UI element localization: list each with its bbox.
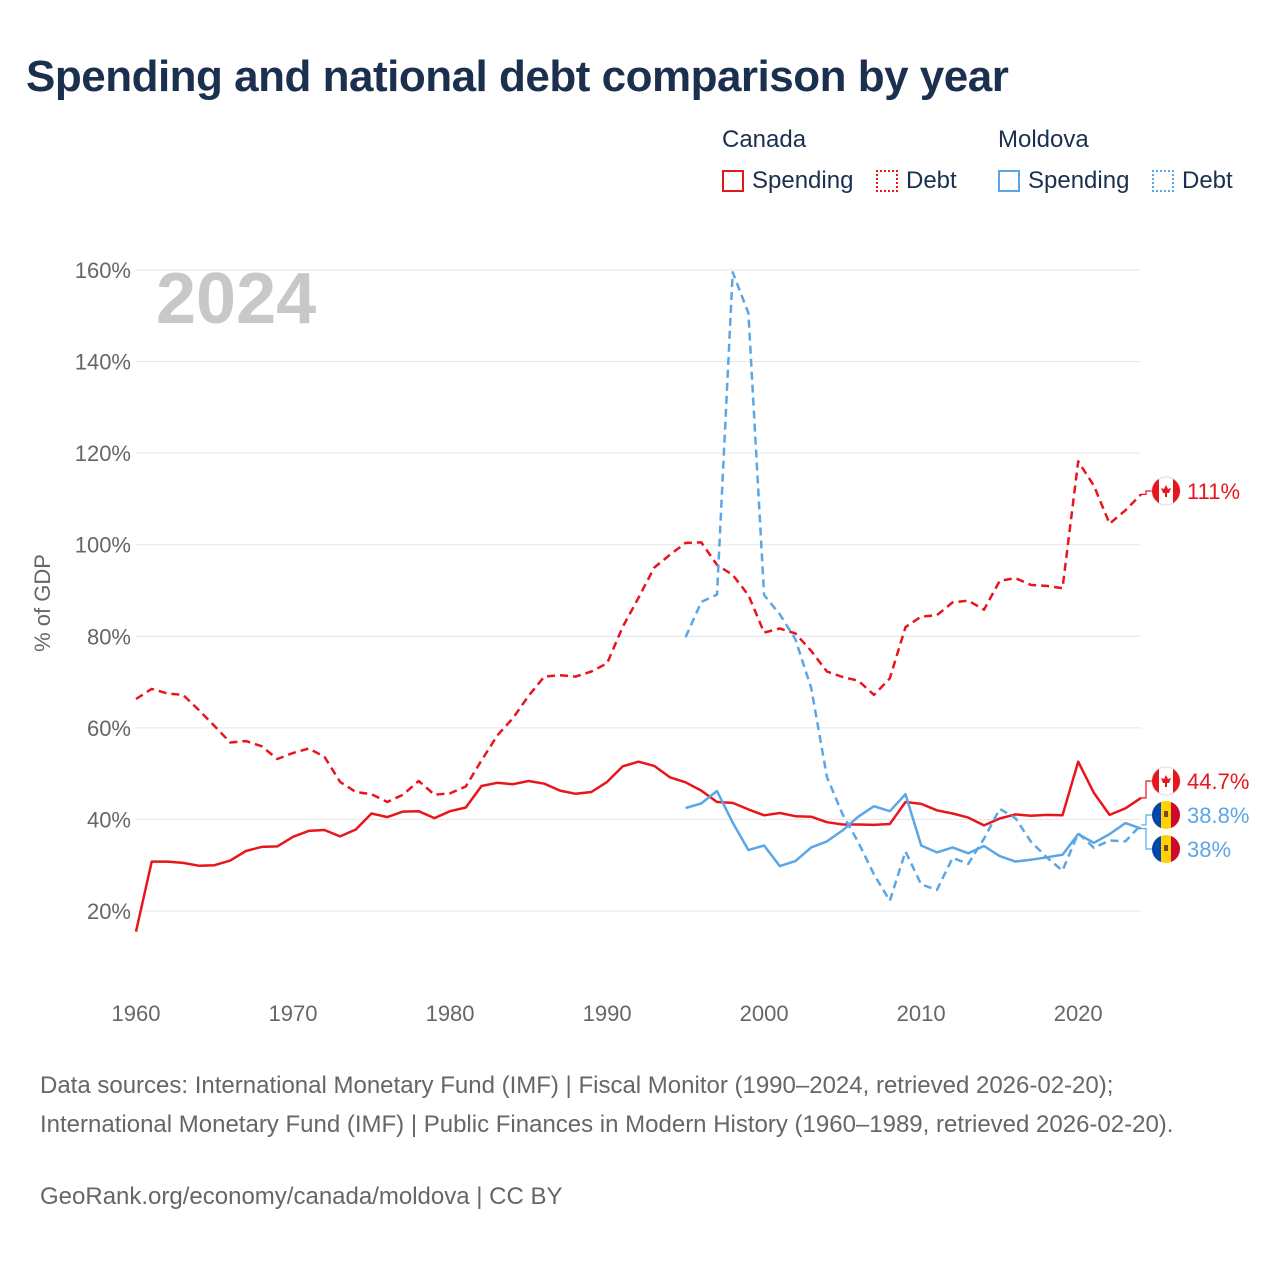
- legend-dotted-swatch: [876, 170, 898, 192]
- moldova-flag-icon: [1152, 835, 1180, 863]
- x-tick-label: 2000: [740, 1001, 789, 1026]
- series-line-moldova-spending[interactable]: [685, 789, 1142, 868]
- y-axis-label: % of GDP: [30, 554, 55, 652]
- x-tick-label: 1960: [112, 1001, 161, 1026]
- legend-canada-spending[interactable]: Spending: [722, 167, 853, 195]
- legend-label: Debt: [1182, 167, 1233, 194]
- end-value-label: 44.7%: [1187, 769, 1249, 794]
- end-value-label: 38.8%: [1187, 803, 1249, 828]
- end-value-label: 38%: [1187, 837, 1231, 862]
- canada-flag-icon: [1151, 476, 1181, 506]
- y-tick-label: 140%: [75, 350, 131, 375]
- label-connector: [1141, 490, 1152, 495]
- line-chart: 2024 % of GDP 20% 40% 60% 80% 100% 120% 140% 16…: [30, 258, 1249, 1026]
- year-watermark: 2024: [156, 259, 316, 339]
- y-tick-label: 40%: [87, 807, 131, 832]
- legend-country-canada: Canada: [722, 126, 807, 153]
- x-tick-label: 2020: [1054, 1001, 1103, 1026]
- legend-label: Spending: [1028, 167, 1130, 194]
- x-tick-label: 1980: [426, 1001, 475, 1026]
- x-tick-label: 1970: [269, 1001, 318, 1026]
- label-connector: [1141, 827, 1152, 850]
- y-tick-label: 20%: [87, 899, 131, 924]
- y-tick-label: 80%: [87, 624, 131, 649]
- legend-country-moldova: Moldova: [998, 126, 1089, 153]
- credit-link[interactable]: GeoRank.org/economy/canada/moldova | CC …: [40, 1183, 563, 1210]
- end-labels: 111% 44.7% 38.8% 38%: [1141, 476, 1249, 863]
- x-tick-label: 2010: [897, 1001, 946, 1026]
- y-tick-label: 60%: [87, 716, 131, 741]
- legend-dotted-swatch: [1152, 170, 1174, 192]
- legend-label: Debt: [906, 167, 957, 194]
- end-value-label: 111%: [1187, 479, 1240, 504]
- legend-solid-swatch: [998, 170, 1020, 192]
- legend-moldova-spending[interactable]: Spending: [998, 167, 1129, 195]
- x-tick-label: 1990: [583, 1001, 632, 1026]
- legend-label: Spending: [752, 167, 854, 194]
- canada-flag-icon: [1151, 766, 1181, 796]
- data-sources: Data sources: International Monetary Fun…: [40, 1072, 1174, 1138]
- chart-title: Spending and national debt comparison by…: [26, 52, 1009, 101]
- series-line-canada-spending[interactable]: [134, 760, 1142, 932]
- y-tick-label: 160%: [75, 258, 131, 283]
- grid-layer: [136, 269, 1141, 912]
- series-layer: [134, 271, 1142, 932]
- y-tick-label: 120%: [75, 441, 131, 466]
- series-line-canada-debt[interactable]: [135, 460, 1142, 804]
- legend-solid-swatch: [722, 170, 744, 192]
- y-tick-label: 100%: [75, 533, 131, 558]
- label-connector: [1141, 814, 1152, 826]
- legend-moldova-debt[interactable]: Debt: [1152, 167, 1233, 195]
- legend-canada-debt[interactable]: Debt: [876, 167, 957, 195]
- series-line-moldova-debt[interactable]: [684, 271, 1142, 903]
- axis-layer: 20% 40% 60% 80% 100% 120% 140% 160% 1960 1970 1980…: [75, 258, 1103, 1026]
- moldova-flag-icon: [1152, 801, 1180, 829]
- label-connector: [1141, 780, 1152, 799]
